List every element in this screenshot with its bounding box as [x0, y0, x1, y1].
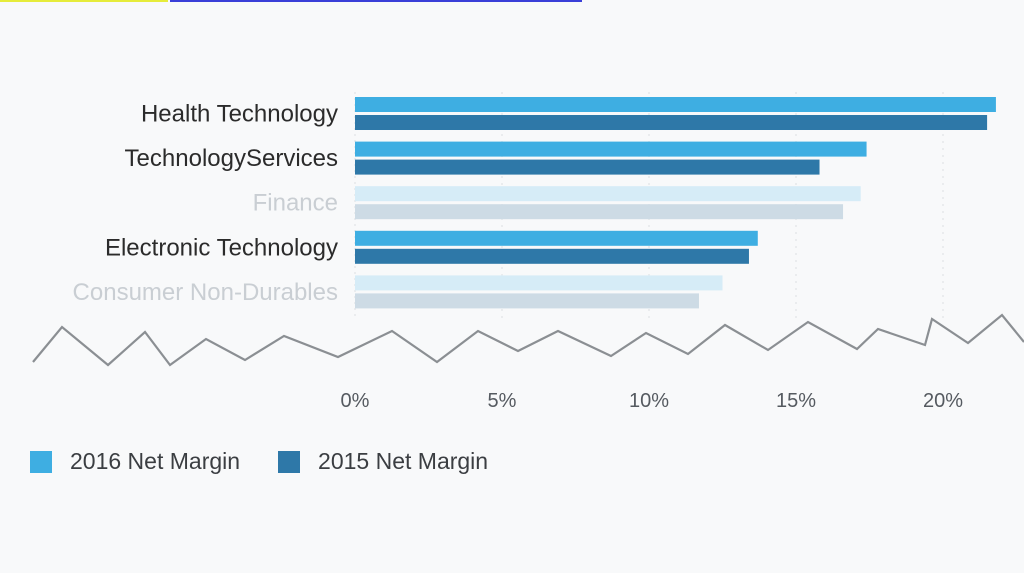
legend-label-2015: 2015 Net Margin	[318, 448, 489, 474]
category-label: TechnologyServices	[125, 145, 338, 172]
category-label: Health Technology	[141, 101, 338, 128]
top-strip-blue	[170, 0, 582, 2]
bar-chart: Health Technology TechnologyServices Finan…	[32, 92, 1024, 412]
x-tick-label: 10%	[629, 390, 669, 412]
bar-2015-health-technology	[355, 115, 988, 130]
bar-2015-consumer-non-durables	[355, 293, 699, 309]
category-label: Finance	[253, 190, 338, 217]
axis-break-zigzag	[32, 313, 1024, 367]
bar-2015-electronic-technology	[355, 248, 749, 264]
legend-label-2016: 2016 Net Margin	[70, 448, 241, 474]
bar-2016-consumer-non-durables	[355, 275, 723, 291]
x-tick-label: 0%	[341, 390, 370, 412]
x-tick-label: 20%	[923, 390, 963, 412]
category-label: Consumer Non-Durables	[73, 279, 338, 306]
legend-item-2016: 2016 Net Margin	[30, 448, 240, 475]
bar-2016-finance	[355, 186, 861, 202]
x-tick-label: 15%	[776, 390, 816, 412]
legend: 2016 Net Margin 2015 Net Margin	[30, 448, 488, 475]
legend-swatch-2016	[30, 450, 52, 473]
bar-2016-technologyservices	[355, 141, 867, 157]
legend-item-2015: 2015 Net Margin	[278, 448, 488, 475]
bar-2016-electronic-technology	[355, 230, 758, 246]
bar-2015-finance	[355, 204, 844, 220]
x-tick-label: 5%	[488, 390, 517, 412]
category-label: Electronic Technology	[105, 234, 338, 261]
legend-swatch-2015	[278, 450, 301, 473]
top-strip-yellow	[0, 0, 168, 2]
bar-2015-technologyservices	[355, 159, 820, 175]
bar-2016-health-technology	[355, 97, 996, 112]
